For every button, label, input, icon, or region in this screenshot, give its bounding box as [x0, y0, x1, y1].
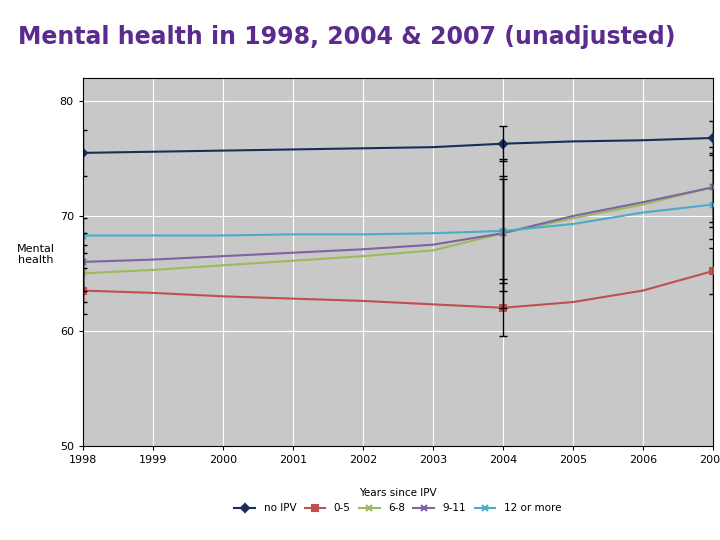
Text: Mental health in 1998, 2004 & 2007 (unadjusted): Mental health in 1998, 2004 & 2007 (unad… — [18, 24, 675, 49]
Line: 9-11: 9-11 — [83, 187, 713, 262]
12 or more — [708, 201, 717, 208]
12 or more — [569, 221, 577, 227]
Legend: no IPV, 0-5, 6-8, 9-11, 12 or more: no IPV, 0-5, 6-8, 9-11, 12 or more — [230, 484, 565, 517]
12 or more — [428, 230, 437, 237]
0-5 — [569, 299, 577, 305]
12 or more — [359, 231, 367, 238]
0-5 — [289, 295, 297, 302]
6-8 — [428, 247, 437, 254]
no IPV — [148, 148, 157, 155]
6-8 — [148, 267, 157, 273]
6-8 — [498, 230, 507, 237]
6-8 — [639, 201, 647, 208]
no IPV — [708, 135, 717, 141]
6-8 — [218, 262, 227, 268]
9-11 — [78, 259, 87, 265]
9-11 — [148, 256, 157, 263]
Line: 0-5: 0-5 — [83, 271, 713, 308]
0-5 — [708, 268, 717, 274]
6-8 — [569, 215, 577, 221]
no IPV — [218, 147, 227, 154]
0-5 — [218, 293, 227, 300]
no IPV — [359, 145, 367, 152]
0-5 — [498, 305, 507, 311]
6-8 — [359, 253, 367, 259]
Y-axis label: Mental
health: Mental health — [17, 244, 55, 265]
6-8 — [708, 184, 717, 191]
0-5 — [78, 287, 87, 294]
9-11 — [708, 184, 717, 191]
no IPV — [428, 144, 437, 150]
9-11 — [289, 249, 297, 256]
6-8 — [289, 258, 297, 264]
9-11 — [218, 253, 227, 259]
12 or more — [289, 231, 297, 238]
Line: 12 or more: 12 or more — [83, 205, 713, 235]
9-11 — [639, 199, 647, 206]
Line: no IPV: no IPV — [83, 138, 713, 153]
12 or more — [639, 210, 647, 216]
12 or more — [218, 232, 227, 239]
0-5 — [639, 287, 647, 294]
9-11 — [498, 230, 507, 237]
9-11 — [569, 213, 577, 219]
12 or more — [78, 232, 87, 239]
0-5 — [148, 289, 157, 296]
no IPV — [498, 140, 507, 147]
9-11 — [359, 246, 367, 253]
12 or more — [148, 232, 157, 239]
no IPV — [78, 150, 87, 156]
6-8 — [78, 270, 87, 276]
Line: 6-8: 6-8 — [83, 187, 713, 273]
12 or more — [498, 228, 507, 234]
0-5 — [359, 298, 367, 304]
9-11 — [428, 241, 437, 248]
no IPV — [639, 137, 647, 144]
0-5 — [428, 301, 437, 308]
no IPV — [569, 138, 577, 145]
no IPV — [289, 146, 297, 153]
